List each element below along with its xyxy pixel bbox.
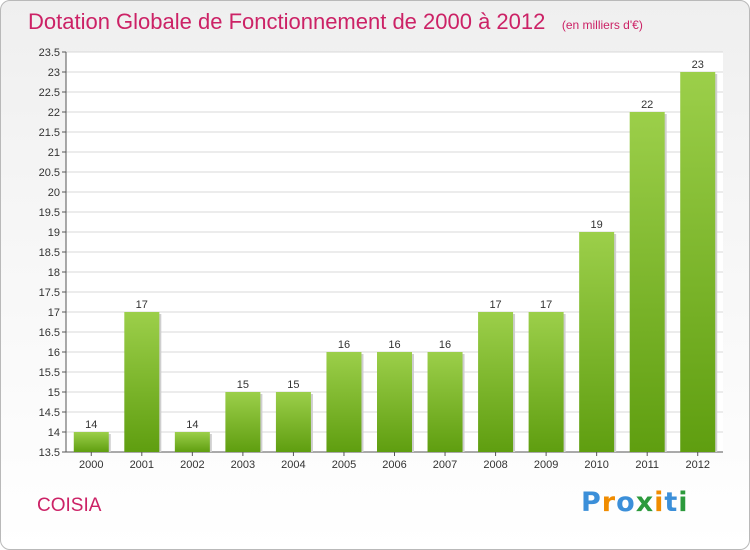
bar-value-label: 19: [591, 219, 603, 231]
bar-value-label: 14: [186, 419, 198, 431]
bar-2012: [680, 72, 716, 452]
y-tick-label: 13.5: [39, 447, 60, 459]
x-tick-label: 2005: [332, 459, 356, 471]
x-tick-label: 2002: [180, 459, 204, 471]
x-tick-label: 2011: [635, 459, 659, 471]
bar-2001: [124, 312, 160, 452]
bar-value-label: 15: [237, 379, 249, 391]
y-tick-label: 19: [48, 227, 60, 239]
bar-value-label: 17: [489, 299, 501, 311]
logo-letter: r: [601, 487, 617, 518]
proxiti-logo: Proxiti: [581, 487, 689, 518]
x-tick-label: 2006: [382, 459, 406, 471]
bar-2008: [478, 312, 514, 452]
bar-2000: [73, 432, 109, 452]
bar-value-label: 14: [85, 419, 97, 431]
y-tick-label: 22: [48, 107, 60, 119]
y-tick-label: 23: [48, 67, 60, 79]
bar-2002: [174, 432, 210, 452]
y-tick-label: 21.5: [39, 127, 60, 139]
x-tick-label: 2001: [130, 459, 154, 471]
bar-value-label: 23: [692, 59, 704, 71]
logo-letter: P: [581, 487, 602, 518]
y-tick-label: 18.5: [39, 247, 60, 259]
logo-letter: o: [616, 487, 636, 518]
chart-title: Dotation Globale de Fonctionnement de 20…: [28, 9, 546, 34]
x-tick-label: 2004: [281, 459, 305, 471]
bar-2011: [629, 112, 665, 452]
chart-title-block: Dotation Globale de Fonctionnement de 20…: [28, 9, 643, 35]
y-tick-label: 15: [48, 387, 60, 399]
bar-value-label: 15: [287, 379, 299, 391]
logo-letter: i: [654, 487, 665, 518]
y-tick-label: 16: [48, 347, 60, 359]
y-tick-label: 17: [48, 307, 60, 319]
y-tick-label: 21: [48, 147, 60, 159]
bar-value-label: 16: [439, 339, 451, 351]
y-tick-label: 23.5: [39, 47, 60, 59]
y-tick-label: 14.5: [39, 407, 60, 419]
bar-2005: [326, 352, 362, 452]
logo-letter: x: [635, 487, 655, 518]
bar-2006: [377, 352, 412, 452]
commune-name: COISIA: [37, 495, 102, 516]
x-tick-label: 2007: [433, 459, 457, 471]
x-tick-label: 2012: [685, 459, 709, 471]
y-tick-label: 19.5: [39, 207, 60, 219]
y-tick-label: 15.5: [39, 367, 60, 379]
y-tick-label: 14: [48, 427, 60, 439]
y-tick-label: 18: [48, 267, 60, 279]
unit-note: (en milliers d'€): [561, 18, 643, 32]
logo-letter: i: [678, 487, 689, 518]
x-tick-label: 2003: [231, 459, 255, 471]
x-tick-label: 2010: [584, 459, 608, 471]
bar-value-label: 17: [136, 299, 148, 311]
y-tick-label: 22.5: [39, 87, 60, 99]
y-tick-label: 20.5: [39, 167, 60, 179]
bar-value-label: 17: [540, 299, 552, 311]
logo-letter: t: [664, 487, 679, 518]
x-tick-label: 2000: [79, 459, 103, 471]
bar-value-label: 22: [641, 99, 653, 111]
bar-2007: [427, 352, 463, 452]
bar-value-label: 16: [338, 339, 350, 351]
x-tick-label: 2009: [534, 459, 558, 471]
y-tick-label: 16.5: [39, 327, 60, 339]
bar-2003: [225, 392, 261, 452]
y-tick-label: 20: [48, 187, 60, 199]
bar-2004: [275, 392, 311, 452]
y-tick-label: 17.5: [39, 287, 60, 299]
bar-value-label: 16: [388, 339, 400, 351]
bar-2010: [579, 232, 615, 452]
x-tick-label: 2008: [483, 459, 507, 471]
bar-2009: [528, 312, 564, 452]
